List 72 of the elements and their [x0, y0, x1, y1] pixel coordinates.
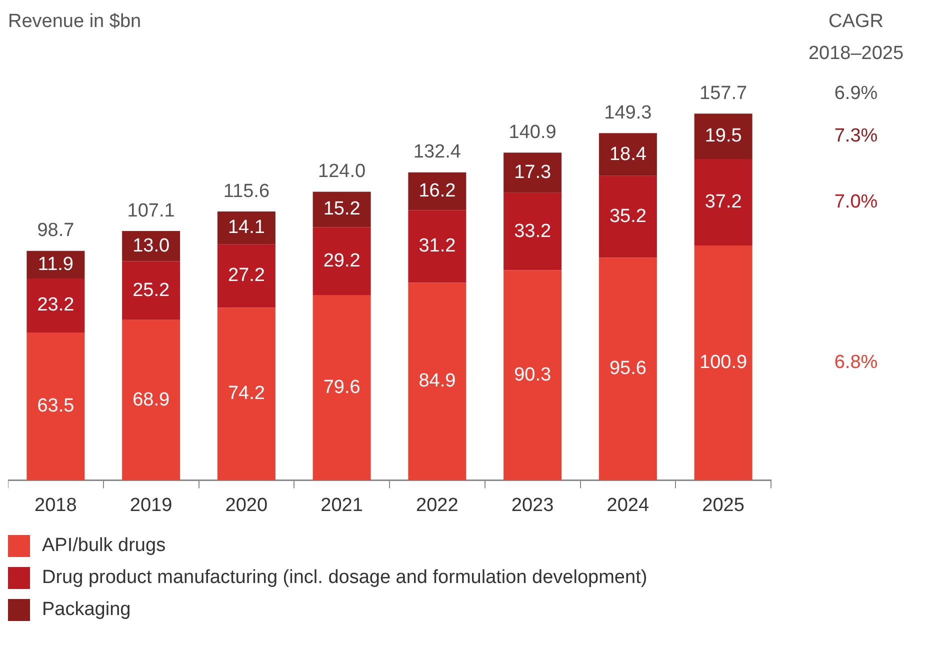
- bar: [408, 172, 466, 210]
- bar: [504, 270, 562, 480]
- bar: [122, 320, 180, 480]
- data-label: 35.2: [609, 206, 646, 228]
- bar: [217, 212, 276, 244]
- total-label: 149.3: [604, 102, 652, 124]
- legend-label: Packaging: [42, 599, 131, 621]
- legend-label: API/bulk drugs: [42, 535, 166, 557]
- total-label: 115.6: [223, 180, 270, 202]
- total-label: 98.7: [37, 220, 74, 242]
- bar: [217, 308, 276, 480]
- data-label: 29.2: [323, 250, 360, 272]
- bar: [312, 192, 371, 228]
- data-label: 33.2: [514, 220, 552, 242]
- x-tick-label: 2019: [130, 494, 172, 516]
- bar: [26, 278, 85, 332]
- data-label: 13.0: [132, 235, 170, 256]
- x-tick-label: 2020: [225, 494, 268, 516]
- text: 6.8%: [834, 352, 878, 374]
- data-label: 37.2: [704, 191, 742, 212]
- data-label: 27.2: [228, 265, 265, 286]
- data-label: 31.2: [418, 236, 456, 257]
- data-label: 16.2: [418, 180, 456, 202]
- x-tick-label: 2025: [702, 494, 744, 516]
- x-tick-label: 2023: [511, 494, 554, 516]
- data-label: 74.2: [228, 383, 265, 404]
- total-label: 107.1: [127, 200, 175, 222]
- data-label: 14.1: [228, 217, 265, 238]
- bar: [312, 227, 371, 296]
- bar: [217, 244, 276, 308]
- bar: [122, 261, 180, 320]
- bar: [504, 192, 562, 270]
- text: 6.9%: [834, 82, 878, 104]
- total-label: 132.4: [413, 142, 462, 163]
- data-label: 15.2: [323, 198, 360, 220]
- bar: [122, 231, 180, 262]
- x-tick-label: 2021: [320, 494, 363, 516]
- data-label: 23.2: [37, 294, 74, 316]
- data-label: 25.2: [132, 280, 170, 301]
- data-label: 68.9: [132, 389, 170, 410]
- x-tick-label: 2024: [606, 494, 650, 516]
- data-label: 90.3: [514, 364, 552, 386]
- x-tick-label: 2018: [34, 494, 77, 516]
- bar: [504, 152, 562, 193]
- bar: [26, 332, 85, 480]
- data-label: 84.9: [418, 370, 456, 392]
- data-label: 17.3: [514, 162, 552, 184]
- bar: [694, 158, 752, 246]
- total-label: 124.0: [318, 160, 366, 182]
- text: 7.3%: [834, 126, 878, 146]
- x-tick-label: 2022: [416, 494, 458, 516]
- bar: [598, 176, 657, 258]
- data-label: 63.5: [37, 396, 74, 417]
- bar: [598, 133, 657, 176]
- bar: [694, 114, 752, 159]
- data-label: 100.9: [700, 352, 748, 374]
- bar: [312, 295, 371, 480]
- bar: [694, 245, 752, 480]
- text: CAGR 2018–2025: [808, 11, 904, 64]
- data-label: 95.6: [609, 358, 646, 380]
- data-label: 79.6: [323, 376, 360, 398]
- bar: [408, 282, 466, 480]
- text: 7.0%: [834, 191, 878, 212]
- data-label: 19.5: [704, 126, 742, 146]
- bar: [408, 210, 466, 283]
- total-label: 157.7: [700, 82, 748, 104]
- data-label: 18.4: [609, 144, 647, 165]
- bar: [598, 258, 657, 480]
- total-label: 140.9: [508, 122, 556, 143]
- y-axis-title: Revenue in $bn: [8, 11, 142, 32]
- legend-label: Drug product manufacturing (incl. dosage and formulation development): [42, 567, 648, 589]
- data-label: 11.9: [38, 254, 74, 275]
